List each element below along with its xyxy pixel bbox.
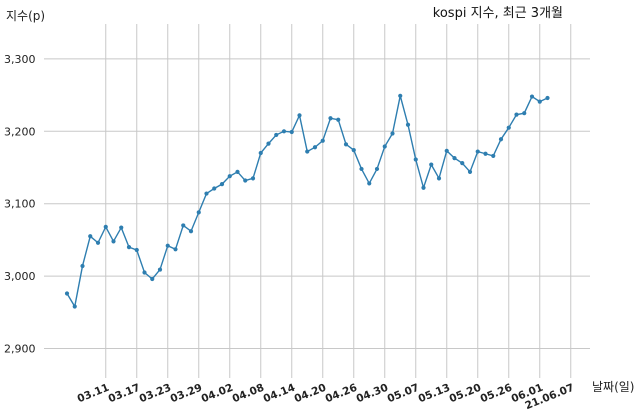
data-point: [382, 144, 387, 149]
data-point: [297, 113, 302, 118]
data-point: [545, 95, 550, 101]
data-point: [111, 239, 116, 244]
data-point: [134, 247, 139, 253]
x-axis-label: 날짜(일): [592, 380, 634, 394]
y-tick-label: 3,300: [4, 53, 36, 66]
data-point: [537, 99, 542, 104]
data-point: [142, 270, 147, 275]
data-point: [274, 132, 279, 138]
x-tick-label: 05.20: [448, 382, 483, 406]
data-point: [64, 291, 70, 296]
data-point: [336, 117, 341, 122]
data-point: [452, 155, 457, 161]
x-tick-label: 05.07: [386, 382, 421, 406]
grid: [44, 24, 590, 378]
x-tick-label: 04.26: [324, 382, 359, 406]
data-point: [475, 149, 480, 154]
x-tick-label: 03.11: [76, 382, 111, 406]
data-point: [196, 210, 201, 215]
x-axis-ticks: 03.1103.1703.2303.2904.0204.0804.1404.20…: [76, 382, 576, 413]
data-point: [498, 137, 504, 142]
series-points: [64, 93, 550, 309]
data-point: [119, 225, 124, 230]
y-tick-label: 2,900: [4, 343, 36, 356]
data-point: [405, 122, 411, 127]
data-point: [181, 223, 186, 228]
x-tick-label: 04.08: [231, 382, 266, 406]
data-point: [506, 125, 511, 130]
data-point: [188, 229, 194, 234]
data-point: [243, 178, 248, 183]
x-tick-label: 05.13: [417, 382, 452, 406]
data-point: [95, 240, 101, 245]
data-point: [460, 161, 465, 166]
data-point: [219, 182, 225, 187]
y-tick-label: 3,200: [4, 125, 36, 138]
data-point: [351, 148, 356, 153]
data-point: [250, 176, 256, 181]
data-point: [103, 224, 108, 229]
data-point: [359, 166, 364, 172]
data-point: [429, 162, 434, 167]
data-point: [289, 129, 294, 135]
data-point: [343, 142, 349, 147]
data-point: [522, 111, 527, 116]
data-point: [72, 304, 77, 309]
data-point: [390, 131, 395, 136]
data-point: [305, 149, 310, 154]
data-point: [281, 129, 287, 134]
x-tick-label: 04.30: [355, 382, 390, 406]
x-tick-label: 05.26: [479, 382, 514, 406]
data-point: [165, 243, 170, 248]
y-tick-label: 3,100: [4, 198, 36, 211]
data-point: [467, 169, 473, 174]
data-point: [444, 148, 449, 153]
data-point: [398, 93, 403, 98]
data-point: [491, 153, 496, 159]
data-point: [328, 116, 333, 121]
data-point: [483, 151, 488, 156]
x-tick-label: 03.23: [138, 382, 173, 406]
data-point: [173, 247, 178, 252]
x-tick-label: 03.29: [169, 382, 204, 406]
data-point: [204, 191, 209, 196]
data-point: [413, 157, 418, 162]
data-point: [212, 186, 217, 191]
data-point: [312, 145, 318, 150]
chart-title: kospi 지수, 최근 3개월: [433, 6, 563, 21]
data-point: [258, 150, 263, 156]
data-point: [374, 166, 380, 172]
y-axis-label: 지수(p): [6, 9, 45, 23]
data-point: [320, 138, 325, 143]
data-point: [421, 185, 426, 190]
data-point: [367, 181, 372, 186]
x-tick-label: 04.02: [200, 382, 235, 406]
series-line: [66, 95, 548, 309]
x-tick-label: 04.20: [293, 382, 328, 406]
x-tick-label: 03.17: [107, 382, 142, 406]
y-axis-ticks: 2,900 3,000 3,100 3,200 3,300: [4, 53, 36, 356]
y-tick-label: 3,000: [4, 270, 36, 283]
data-point: [514, 112, 519, 117]
data-point: [80, 263, 85, 269]
data-point: [266, 141, 271, 146]
data-point: [227, 174, 232, 179]
data-point: [157, 267, 163, 272]
x-tick-label: 04.14: [262, 382, 297, 406]
data-point: [235, 169, 240, 174]
data-point: [88, 234, 93, 239]
data-point: [529, 94, 535, 99]
data-point: [436, 176, 442, 181]
data-point: [150, 276, 155, 282]
data-point: [126, 245, 132, 250]
